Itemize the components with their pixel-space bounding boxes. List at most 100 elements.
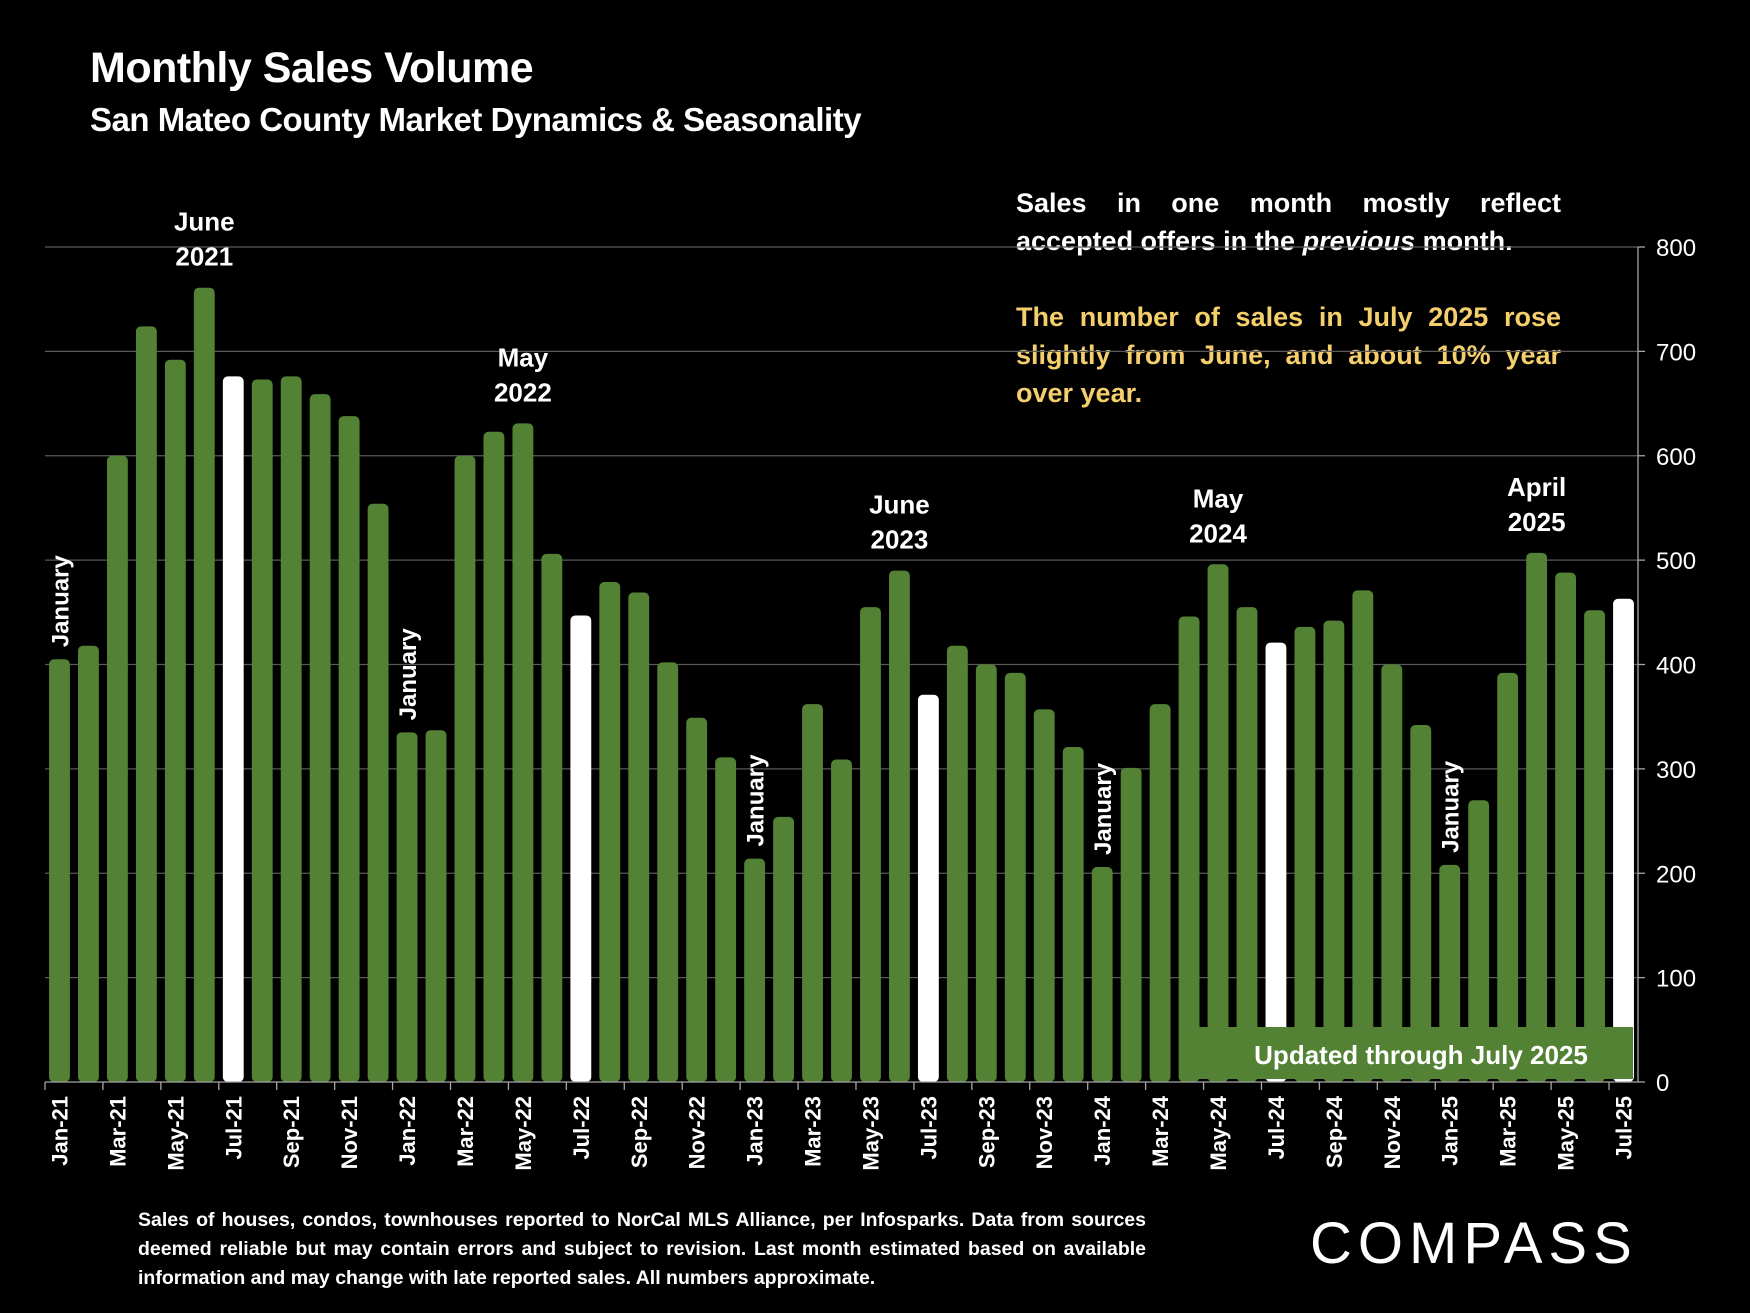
annotation-peak: June: [174, 207, 235, 237]
bar-Feb-25: [1468, 800, 1490, 1082]
x-tick-label: Mar-25: [1496, 1096, 1521, 1167]
chart-title: Monthly Sales Volume: [90, 44, 534, 92]
bar-Oct-24: [1352, 590, 1374, 1082]
y-tick-label: 800: [1656, 235, 1696, 262]
bar-Mar-24: [1149, 704, 1171, 1082]
y-tick-label: 600: [1656, 444, 1696, 471]
bar-Aug-23: [946, 645, 968, 1082]
y-tick-label: 500: [1656, 548, 1696, 575]
bar-highlight-Jul-23: [917, 694, 939, 1082]
annotation-january: January: [743, 754, 770, 847]
bar-May-23: [860, 607, 881, 1082]
x-tick-label: Jan-25: [1438, 1096, 1463, 1166]
x-tick-label: Sep-22: [627, 1096, 652, 1168]
bar-May-25: [1555, 572, 1577, 1082]
bar-Aug-21: [251, 379, 273, 1082]
x-tick-label: Nov-23: [1032, 1096, 1057, 1169]
bar-Sep-22: [628, 592, 650, 1082]
bar-Sep-24: [1323, 620, 1345, 1082]
x-tick-label: May-21: [163, 1096, 188, 1171]
axes: 0 100 200 300 400 500 600 700 800 Jan-21 Mar-21 May…: [44, 235, 1696, 1171]
compass-logo: COMPASS: [1310, 1211, 1638, 1276]
bar-Jun-25: [1584, 610, 1605, 1082]
annotation-peak: 2023: [871, 525, 929, 555]
bar-Feb-23: [773, 816, 794, 1082]
x-tick-label: Jul-22: [569, 1096, 594, 1160]
bar-Apr-22: [483, 431, 505, 1082]
x-tick-label: May-23: [858, 1096, 883, 1171]
bar-Apr-24: [1178, 616, 1200, 1082]
bar-Apr-23: [831, 759, 852, 1082]
annotation-january: January: [1090, 762, 1117, 855]
bar-May-24: [1207, 564, 1229, 1082]
x-tick-label: Jan-24: [1090, 1095, 1115, 1165]
bar-Jun-23: [889, 570, 910, 1082]
note-july-summary: The number of sales in July 2025 rose sl…: [1016, 302, 1561, 408]
x-tick-label: Mar-24: [1148, 1095, 1173, 1167]
x-tick-label: May-25: [1554, 1096, 1579, 1171]
annotation-peak: 2021: [175, 242, 233, 272]
annotation-january: January: [395, 628, 422, 721]
bar-May-21: [164, 359, 186, 1083]
x-tick-label: Sep-21: [279, 1096, 304, 1168]
x-tick-label: Nov-22: [685, 1096, 710, 1169]
bars: [49, 287, 1634, 1083]
annotation-peak: May: [1193, 483, 1244, 513]
x-tick-label: Mar-21: [105, 1096, 130, 1167]
bar-Sep-21: [280, 376, 302, 1082]
bar-Mar-23: [802, 704, 823, 1082]
bar-Dec-21: [367, 503, 389, 1082]
updated-banner: Updated through July 2025: [1189, 1027, 1633, 1079]
x-tick-label: Mar-23: [801, 1096, 826, 1167]
bar-Oct-23: [1004, 672, 1026, 1082]
bar-Jan-23: [744, 858, 766, 1082]
annotation-january: January: [1438, 760, 1465, 853]
x-tick-label: Mar-22: [453, 1096, 478, 1167]
bar-Apr-25: [1526, 552, 1548, 1082]
x-tick-label: Nov-24: [1380, 1095, 1405, 1169]
bar-highlight-Jul-21: [222, 376, 244, 1082]
chart-subtitle: San Mateo County Market Dynamics & Seaso…: [90, 101, 862, 138]
bar-Mar-22: [454, 455, 476, 1082]
x-tick-label: Jul-25: [1612, 1096, 1637, 1160]
note-offers-italic: previous: [1302, 226, 1416, 256]
bar-highlight-Jul-25: [1613, 598, 1634, 1082]
x-tick-label: May-24: [1206, 1095, 1231, 1170]
x-tick-label: Jan-21: [47, 1096, 72, 1166]
y-tick-label: 700: [1656, 339, 1696, 366]
y-tick-label: 400: [1656, 653, 1696, 680]
bar-Feb-21: [78, 645, 99, 1082]
bar-Jun-24: [1236, 607, 1258, 1082]
bar-Jun-21: [193, 287, 215, 1082]
bar-Jan-22: [396, 732, 418, 1082]
note-offers-text-1: Sales in one month mostly reflect accept…: [1016, 188, 1561, 256]
bar-Jan-24: [1091, 866, 1113, 1082]
bar-Jun-22: [541, 553, 563, 1082]
bar-Nov-21: [338, 416, 360, 1082]
bar-highlight-Jul-22: [570, 615, 592, 1082]
bar-Feb-22: [425, 730, 447, 1082]
bar-Nov-22: [686, 717, 708, 1082]
annotation-peak: 2025: [1508, 507, 1566, 537]
note-offers: Sales in one month mostly reflect accept…: [1016, 184, 1561, 260]
bar-Sep-23: [975, 664, 997, 1082]
x-tick-label: May-22: [511, 1096, 536, 1171]
bar-Jan-21: [49, 659, 70, 1082]
bar-Aug-22: [599, 582, 621, 1082]
source-disclaimer: Sales of houses, condos, townhouses repo…: [138, 1209, 1146, 1289]
bar-Apr-21: [135, 326, 157, 1082]
x-tick-label: Sep-23: [974, 1096, 999, 1168]
annotation-peak: May: [498, 342, 549, 372]
x-tick-label: Jan-22: [395, 1096, 420, 1166]
bar-Dec-23: [1062, 746, 1084, 1082]
annotation-peak: April: [1507, 472, 1566, 502]
annotation-january: January: [47, 555, 74, 648]
annotation-peak: 2024: [1189, 518, 1247, 548]
x-tick-label: Nov-21: [337, 1096, 362, 1169]
annotation-peak: June: [869, 490, 930, 520]
bar-Aug-24: [1294, 626, 1316, 1082]
y-tick-label: 100: [1656, 966, 1696, 993]
annotations: January June 2021 January May 2022 January June…: [47, 207, 1566, 855]
note-offers-text-2: month.: [1415, 226, 1513, 256]
